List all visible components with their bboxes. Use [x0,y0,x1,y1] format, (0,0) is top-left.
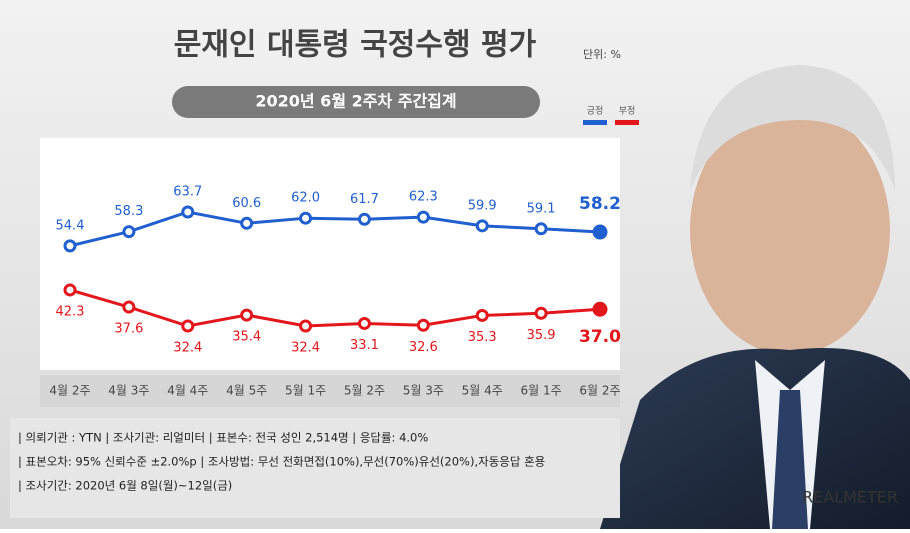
data-point [63,283,77,297]
data-label: 63.7 [173,185,202,200]
data-label: 35.3 [468,330,497,345]
data-label: 37.0 [579,327,621,347]
data-label: 37.6 [114,322,143,337]
legend-label: 긍정 [587,106,604,117]
data-label: 60.6 [232,196,261,211]
data-point [534,306,548,320]
data-point [534,222,548,236]
note: | 표본오차: 95% 신뢰수준 ±2.0%p | 조사방법: 무선 전화면접(… [18,455,545,469]
chart-title: 문재인 대통령 국정수행 평가 [174,28,537,63]
legend-swatch [583,120,607,125]
data-label: 54.4 [56,218,85,233]
data-point [592,301,608,317]
x-tick-label: 5월 2주 [344,384,385,398]
x-tick-label: 4월 3주 [108,384,149,398]
legend-label: 부정 [619,106,636,117]
data-label: 32.6 [409,340,438,355]
data-label: 62.3 [409,190,438,205]
data-point [357,316,371,330]
x-tick-label: 5월 4주 [462,384,503,398]
data-point [592,224,608,240]
data-point [299,211,313,225]
data-point [240,308,254,322]
legend-swatch [615,120,639,125]
data-point [122,300,136,314]
data-label: 32.4 [291,341,320,356]
x-tick-label: 4월 2주 [49,384,90,398]
data-label: 61.7 [350,192,379,207]
plot-area [40,138,620,370]
data-point [63,239,77,253]
data-label: 58.3 [114,204,143,219]
data-point [240,216,254,230]
series-line [69,288,601,328]
note: | 의뢰기관 : YTN | 조사기관: 리얼미터 | 표본수: 전국 성인 2… [18,431,428,445]
x-tick-label: 5월 3주 [403,384,444,398]
x-tick-label: 6월 2주 [579,384,620,398]
subtitle-pill [172,86,540,118]
data-point [181,319,195,333]
x-tick-label: 6월 1주 [521,384,562,398]
category-band [40,375,620,407]
data-point [416,210,430,224]
data-label: 33.1 [350,338,379,353]
notes-box [10,418,620,518]
data-label: 59.9 [468,198,497,213]
data-label: 32.4 [173,341,202,356]
data-point [122,225,136,239]
data-point [181,205,195,219]
x-tick-label: 4월 5주 [226,384,267,398]
data-label: 42.3 [56,304,85,319]
data-label: 35.4 [232,330,261,345]
x-tick-label: 5월 1주 [285,384,326,398]
portrait [600,65,910,529]
data-point [357,212,371,226]
note: | 조사기간: 2020년 6월 8일(월)~12일(금) [18,479,232,493]
brand: REALMETER [802,488,898,507]
data-label: 35.9 [527,328,556,343]
data-label: 62.0 [291,191,320,206]
data-point [475,219,489,233]
subtitle: 2020년 6월 2주차 주간집계 [255,92,456,111]
data-point [416,318,430,332]
data-point [475,308,489,322]
series-line [69,210,601,248]
data-label: 58.2 [579,194,621,214]
data-point [299,319,313,333]
x-tick-label: 4월 4주 [167,384,208,398]
data-label: 59.1 [527,201,556,216]
unit-label: 단위: % [583,48,621,61]
